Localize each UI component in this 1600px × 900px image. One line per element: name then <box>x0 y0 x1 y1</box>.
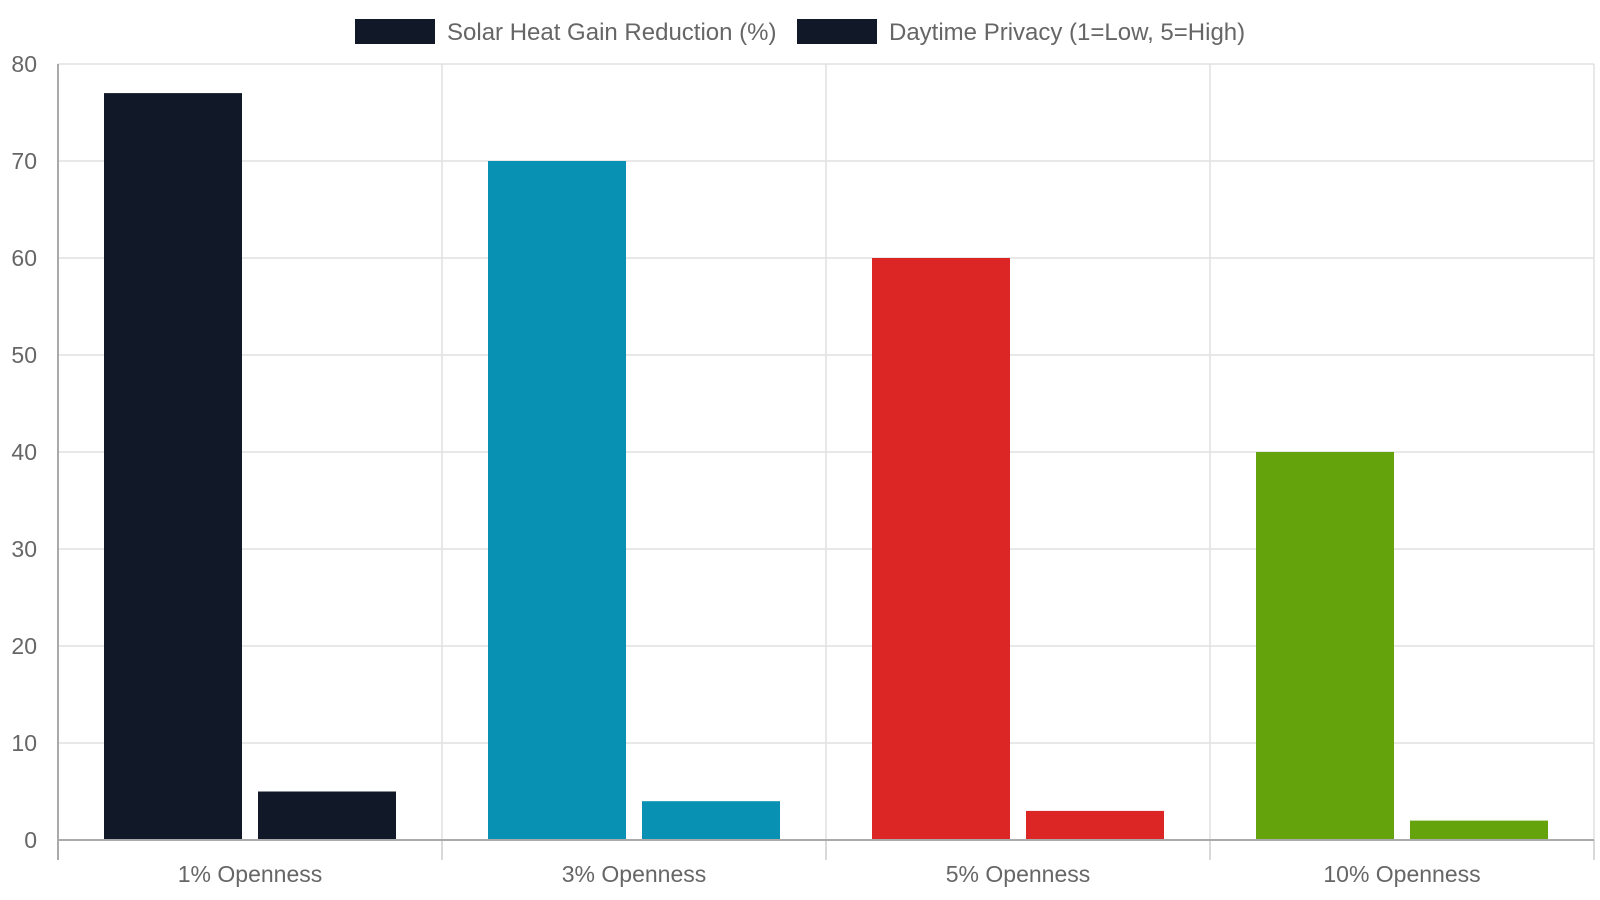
x-tick-label-2: 5% Openness <box>946 861 1090 887</box>
y-tick-label-40: 40 <box>11 439 37 465</box>
x-tick-label-3: 10% Openness <box>1323 861 1480 887</box>
bar-daytime-privacy-2[interactable] <box>1026 810 1164 840</box>
y-tick-label-0: 0 <box>24 827 37 853</box>
legend-label-solar-heat-gain: Solar Heat Gain Reduction (%) <box>447 19 776 46</box>
bar-solar-heat-gain-2[interactable] <box>872 258 1010 840</box>
x-tick-label-1: 3% Openness <box>562 861 706 887</box>
bar-daytime-privacy-3[interactable] <box>1410 820 1548 840</box>
y-tick-label-10: 10 <box>11 730 37 756</box>
legend-swatch-solar-heat-gain <box>355 19 435 44</box>
legend-item-solar-heat-gain[interactable]: Solar Heat Gain Reduction (%) <box>355 19 776 46</box>
y-tick-label-80: 80 <box>11 51 37 77</box>
y-tick-label-30: 30 <box>11 536 37 562</box>
y-tick-label-60: 60 <box>11 245 37 271</box>
legend-swatch-daytime-privacy <box>797 19 877 44</box>
axes <box>57 64 1595 860</box>
y-tick-label-20: 20 <box>11 633 37 659</box>
bar-solar-heat-gain-1[interactable] <box>488 161 626 840</box>
bar-daytime-privacy-1[interactable] <box>642 801 780 840</box>
legend: Solar Heat Gain Reduction (%) Daytime Pr… <box>355 19 1245 46</box>
y-tick-label-70: 70 <box>11 148 37 174</box>
y-tick-label-50: 50 <box>11 342 37 368</box>
bar-daytime-privacy-0[interactable] <box>258 791 396 841</box>
bars <box>104 93 1548 841</box>
legend-label-daytime-privacy: Daytime Privacy (1=Low, 5=High) <box>889 19 1245 46</box>
tick-labels: 0 10 20 30 40 50 60 70 80 1% Openness 3% Openness 5… <box>11 51 1480 887</box>
bar-solar-heat-gain-3[interactable] <box>1256 452 1394 840</box>
x-tick-label-0: 1% Openness <box>178 861 322 887</box>
bar-solar-heat-gain-0[interactable] <box>104 93 242 841</box>
legend-item-daytime-privacy[interactable]: Daytime Privacy (1=Low, 5=High) <box>797 19 1245 46</box>
grid <box>58 63 1595 840</box>
